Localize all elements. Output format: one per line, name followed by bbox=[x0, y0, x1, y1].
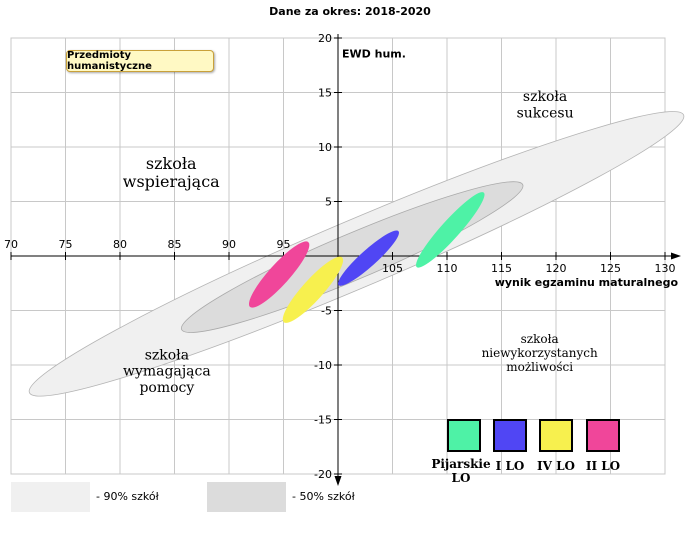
x-tick-label: 70 bbox=[4, 238, 18, 251]
school-ellipses bbox=[248, 192, 485, 323]
quadrant-label-line: wspierająca bbox=[123, 172, 220, 191]
legend-label-90: - 90% szkół bbox=[96, 490, 159, 503]
school-legend-label-line: II LO bbox=[586, 459, 620, 473]
school-ellipse bbox=[248, 241, 310, 308]
legend-swatch-90 bbox=[11, 482, 90, 512]
x-axis-arrow bbox=[671, 252, 681, 260]
x-tick-label: 95 bbox=[277, 238, 291, 251]
school-ellipse bbox=[416, 192, 485, 268]
x-tick-label: 90 bbox=[222, 238, 236, 251]
quadrant-label: szkoła wspierająca bbox=[123, 154, 220, 191]
quadrant-label-line: szkoła bbox=[146, 154, 197, 173]
quadrant-label-line: sukcesu bbox=[517, 105, 574, 121]
school-legend-swatch bbox=[493, 419, 527, 452]
school-legend-label-line: Pijarskie bbox=[431, 457, 491, 471]
x-tick-label: 105 bbox=[382, 262, 403, 275]
x-tick-label: 125 bbox=[600, 262, 621, 275]
quadrant-label: szkoła wymagająca pomocy bbox=[123, 348, 211, 396]
x-tick-label: 120 bbox=[546, 262, 567, 275]
quadrant-label-line: szkoła bbox=[523, 89, 567, 105]
school-legend-label: I LO bbox=[496, 459, 525, 473]
y-tick-label: -10 bbox=[314, 359, 332, 372]
school-legend-label: II LO bbox=[586, 459, 620, 473]
quadrant-label: szkoła niewykorzystanych możliwości bbox=[482, 332, 598, 374]
x-tick-label: 130 bbox=[655, 262, 676, 275]
x-tick-label: 85 bbox=[168, 238, 182, 251]
y-tick-label: 5 bbox=[325, 196, 332, 209]
x-tick-label: 75 bbox=[59, 238, 73, 251]
school-legend-label-line: LO bbox=[452, 471, 471, 485]
school-ellipse bbox=[282, 256, 344, 323]
y-axis-label: EWD hum. bbox=[342, 48, 406, 61]
school-legend-swatch bbox=[447, 419, 481, 452]
quadrant-label-line: szkoła bbox=[145, 348, 189, 364]
y-tick-label: -15 bbox=[314, 414, 332, 427]
y-tick-label: -20 bbox=[314, 468, 332, 481]
reference-ellipses bbox=[28, 111, 685, 397]
school-legend-swatch bbox=[539, 419, 573, 452]
y-axis-arrow bbox=[334, 476, 342, 486]
school-ellipse bbox=[338, 230, 399, 286]
school-legend-label-line: I LO bbox=[496, 459, 525, 473]
chart-labels: Dane za okres: 2018-2020 EWD hum. wynik eg… bbox=[123, 5, 679, 396]
x-tick-label: 110 bbox=[437, 262, 458, 275]
school-legend: Pijarskie LO I LO IV LO II LO bbox=[431, 419, 620, 485]
legend-label-50: - 50% szkół bbox=[292, 490, 355, 503]
quadrant-label-line: wymagająca bbox=[123, 364, 211, 380]
quadrant-label: szkoła sukcesu bbox=[517, 89, 574, 121]
y-tick-label: 20 bbox=[318, 32, 332, 45]
school-legend-label: IV LO bbox=[537, 459, 575, 473]
x-axis-label: wynik egzaminu maturalnego bbox=[495, 276, 679, 289]
x-tick-label: 80 bbox=[113, 238, 127, 251]
quadrant-label-line: szkoła bbox=[521, 332, 559, 346]
school-legend-label: Pijarskie LO bbox=[431, 457, 491, 485]
quadrant-label-line: pomocy bbox=[139, 380, 194, 396]
school-legend-swatch bbox=[586, 419, 620, 452]
quadrant-label-line: możliwości bbox=[506, 360, 573, 374]
x-tick-label: 115 bbox=[491, 262, 512, 275]
y-tick-label: -5 bbox=[321, 305, 332, 318]
chart-title: Dane za okres: 2018-2020 bbox=[269, 5, 431, 18]
ellipse-50 bbox=[180, 181, 524, 333]
legend-swatch-50 bbox=[207, 482, 286, 512]
y-tick-label: 10 bbox=[318, 141, 332, 154]
school-legend-label-line: IV LO bbox=[537, 459, 575, 473]
quadrant-label-line: niewykorzystanych bbox=[482, 346, 598, 360]
y-tick-label: 15 bbox=[318, 87, 332, 100]
subject-badge: Przedmioty humanistyczne bbox=[66, 50, 214, 72]
